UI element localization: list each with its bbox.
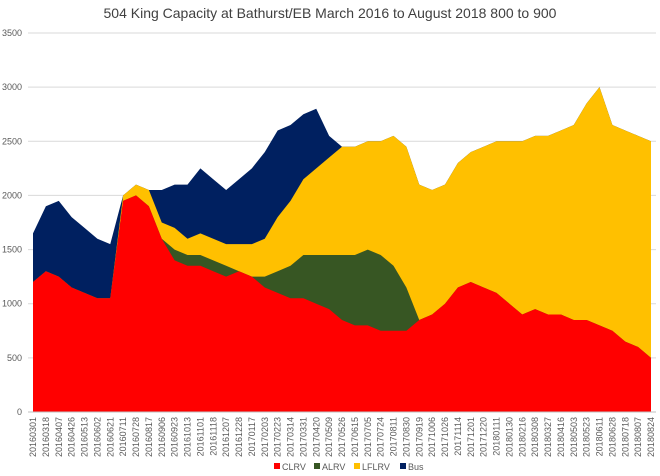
x-tick-label: 20170331 [298, 417, 308, 457]
legend-item-alrv: ALRV [314, 462, 345, 472]
y-axis: 0 500 1000 1500 2000 2500 3000 3500 [2, 28, 22, 417]
legend: CLRV ALRV LFLRV Bus [274, 462, 424, 472]
x-tick-label: 20170724 [376, 417, 386, 457]
y-tick-label: 3500 [2, 28, 22, 38]
x-tick-label: 20161228 [234, 417, 244, 457]
x-tick-label: 20180824 [646, 417, 656, 457]
x-tick-label: 20160301 [28, 417, 38, 457]
x-tick-label: 20170705 [363, 417, 373, 457]
x-tick-label: 20170223 [273, 417, 283, 457]
x-tick-label: 20180308 [530, 417, 540, 457]
x-tick-label: 20170919 [414, 417, 424, 457]
x-tick-label: 20160602 [92, 417, 102, 457]
y-tick-label: 1000 [2, 299, 22, 309]
x-tick-label: 20170830 [401, 417, 411, 457]
x-tick-label: 20180327 [543, 417, 553, 457]
legend-label: ALRV [322, 462, 345, 472]
x-tick-label: 20180216 [517, 417, 527, 457]
y-tick-label: 1500 [2, 245, 22, 255]
x-tick-label: 20170314 [286, 417, 296, 457]
x-tick-label: 20160426 [67, 417, 77, 457]
legend-swatch [354, 463, 360, 469]
x-tick-label: 20161101 [195, 417, 205, 456]
legend-swatch [400, 463, 406, 469]
x-tick-label: 20180503 [569, 417, 579, 457]
x-tick-label: 20171026 [440, 417, 450, 457]
x-tick-label: 20160923 [170, 417, 180, 457]
legend-item-clrv: CLRV [274, 462, 306, 472]
x-tick-label: 20180611 [595, 417, 605, 456]
x-axis: 20160301 20160318 20160407 20160426 20160513… [28, 417, 656, 457]
y-tick-label: 0 [17, 407, 22, 417]
series-area-clrv [33, 195, 651, 412]
x-tick-label: 20160817 [144, 417, 154, 457]
legend-swatch [314, 463, 320, 469]
x-tick-label: 20170615 [350, 417, 360, 457]
x-tick-label: 20171201 [466, 417, 476, 457]
x-tick-label: 20180807 [633, 417, 643, 457]
legend-item-bus: Bus [400, 462, 424, 472]
legend-item-lflrv: LFLRV [354, 462, 390, 472]
x-tick-label: 20160407 [54, 417, 64, 457]
legend-label: LFLRV [362, 462, 390, 472]
x-tick-label: 20170117 [247, 417, 257, 456]
x-tick-label: 20171220 [479, 417, 489, 457]
legend-label: CLRV [282, 462, 306, 472]
x-tick-label: 20180628 [607, 417, 617, 457]
x-tick-label: 20180111 [492, 417, 502, 456]
legend-label: Bus [408, 462, 424, 472]
x-tick-label: 20171006 [427, 417, 437, 457]
x-tick-label: 20170203 [260, 417, 270, 457]
x-tick-label: 20160711 [118, 417, 128, 456]
x-tick-label: 20160621 [105, 417, 115, 457]
x-tick-label: 20160728 [131, 417, 141, 457]
x-tick-label: 20160906 [157, 417, 167, 457]
plot-area [33, 87, 651, 412]
x-tick-label: 20170526 [337, 417, 347, 457]
chart-title: 504 King Capacity at Bathurst/EB March 2… [104, 5, 557, 21]
x-tick-label: 20161207 [221, 417, 231, 457]
x-tick-label: 20180130 [504, 417, 514, 457]
legend-swatch [274, 463, 280, 469]
x-tick-label: 20161118 [208, 417, 218, 456]
x-tick-label: 20171114 [453, 417, 463, 456]
x-tick-label: 20160513 [80, 417, 90, 457]
x-tick-label: 20180416 [556, 417, 566, 457]
y-tick-label: 500 [7, 353, 22, 363]
x-tick-label: 20170509 [324, 417, 334, 457]
x-tick-label: 20170420 [311, 417, 321, 457]
y-tick-label: 2000 [2, 190, 22, 200]
y-tick-label: 2500 [2, 136, 22, 146]
x-tick-label: 20161013 [183, 417, 193, 457]
x-tick-label: 20170811 [389, 417, 399, 456]
x-tick-label: 20180718 [620, 417, 630, 457]
x-tick-label: 20180523 [582, 417, 592, 457]
x-tick-label: 20160318 [41, 417, 51, 457]
y-tick-label: 3000 [2, 82, 22, 92]
